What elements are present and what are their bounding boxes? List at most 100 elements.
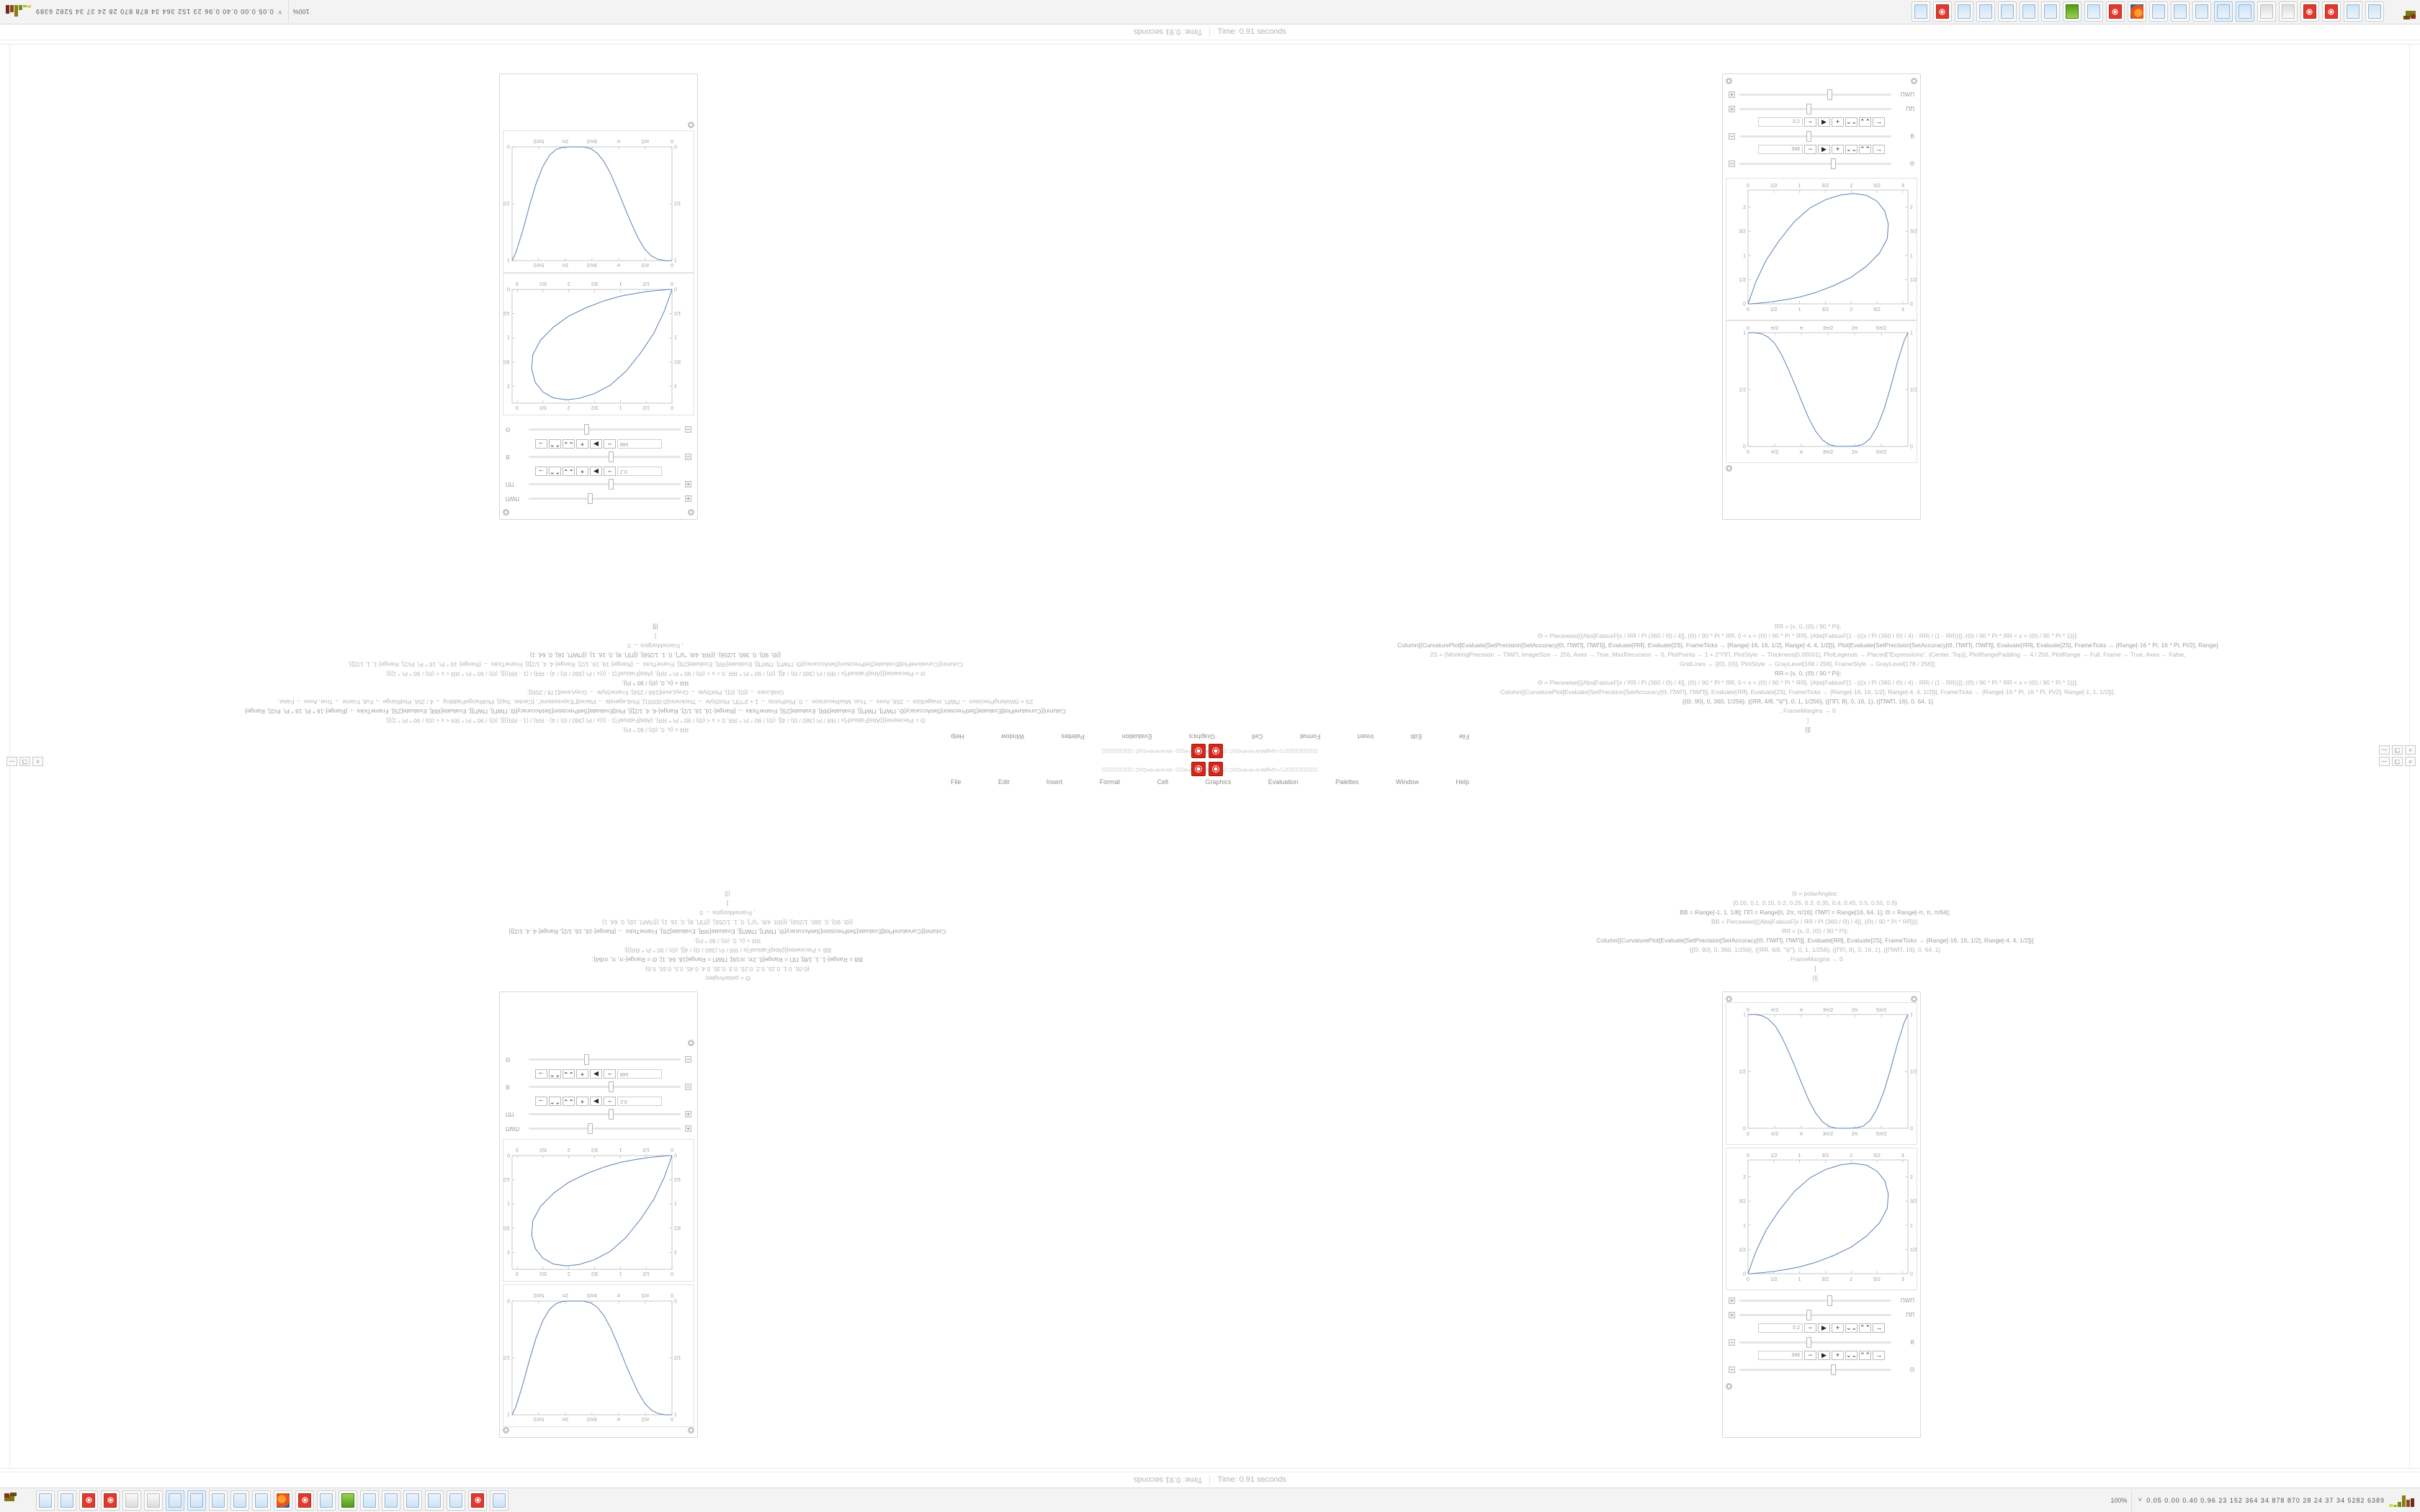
code-line[interactable]: Column[{CurvaturePlot[Evaluate[SetPrecis… <box>1500 688 2115 696</box>
plus-button[interactable]: + <box>1832 117 1844 127</box>
gear-icon-footer[interactable] <box>688 122 694 129</box>
slider-nwn[interactable] <box>529 1123 681 1135</box>
code-line[interactable]: ЯЯ = {x, 0, (Θ) / 90 * Pi}; <box>622 680 689 687</box>
taskbar-item-notebook-7[interactable] <box>2149 1 2168 22</box>
control-row-slider-theta[interactable]: − Θ <box>1729 1364 1914 1375</box>
minimize-icon[interactable]: — <box>2379 757 2390 766</box>
start-button-secondary[interactable] <box>3 1490 29 1511</box>
chevron-double-up-icon[interactable]: ⌃⌃ <box>1859 145 1871 154</box>
control-row-slider-b[interactable]: − Β <box>506 1081 691 1093</box>
plus-button[interactable]: + <box>1832 1323 1844 1333</box>
taskbar-item-notebook-1[interactable] <box>2365 1 2384 22</box>
expand-toggle-icon[interactable]: + <box>1729 91 1735 98</box>
control-row-slider-nn[interactable]: + ΠΠ <box>1729 103 1914 114</box>
slider-theta[interactable] <box>1739 158 1891 169</box>
chevron-double-down-icon[interactable]: ⌄⌄ <box>1845 117 1857 127</box>
manipulate-panel-bottom-left[interactable]: + ΠWΠ + ΠΠ 0.2− ▶ + ⌄⌄ ⌃⌃ → − Β 348− ▶ + ⌄⌄ ⌃⌃ → − Θ 0 0 1/2 1/… <box>1722 73 1921 520</box>
code-line[interactable]: Θ = Piecewise[{{Abs[FabiusF[x / ЯЯ / Pi … <box>385 670 926 678</box>
slider-knob[interactable] <box>584 424 590 436</box>
chevron-double-up-icon[interactable]: ⌃⌃ <box>549 439 561 449</box>
code-block-top-left[interactable]: Θ = polarAngles; {0.05, 0.1, 0.15, 0.2, 0… <box>1455 889 2175 983</box>
taskbar-item-blank[interactable] <box>2257 1 2276 22</box>
slider-knob[interactable] <box>1830 158 1836 169</box>
arrow-right-button[interactable]: → <box>1873 1323 1885 1333</box>
expand-toggle-icon[interactable]: − <box>685 1084 691 1091</box>
manipulate-panel-top-right[interactable]: 0 0 π/2 π/2 π π 3π/2 3π/2 2π 2π 5π/2 5π/2 0 0 1/2 1/2 1 1… <box>499 991 698 1438</box>
code-line[interactable]: GridLines → {{0}, {0}}, PlotStyle → Gray… <box>526 689 784 696</box>
minimize-icon-3[interactable]: — <box>6 757 17 766</box>
minus-button[interactable]: − <box>1804 145 1816 154</box>
minus-button[interactable]: − <box>604 439 616 449</box>
taskbar-item-notebook-5-secondary[interactable] <box>209 1490 228 1511</box>
chevron-double-down-icon[interactable]: ⌄⌄ <box>563 1097 575 1106</box>
taskbar-item-notebook-9-secondary[interactable] <box>360 1490 379 1511</box>
manipulate-controls[interactable]: + ΠWΠ + ΠΠ 0.2− ▶ + ⌄⌄ ⌃⌃ → − Β 348− ▶ + ⌄⌄ ⌃⌃ → − Θ <box>503 1048 694 1139</box>
plus-button[interactable]: + <box>576 439 588 449</box>
taskbar-item-firefox-secondary[interactable] <box>274 1490 292 1511</box>
manipulate-controls[interactable]: + ΠWΠ + ΠΠ 0.2− ▶ + ⌄⌄ ⌃⌃ → − Β 348− ▶ + ⌄⌄ ⌃⌃ → − Θ <box>503 418 694 509</box>
code-line[interactable]: Θ = Piecewise[{{Abs[FabiusF[x / ЯЯ / Pi … <box>1538 632 2078 639</box>
code-line[interactable]: Θ = polarAngles; <box>704 975 750 982</box>
code-line[interactable]: , FrameMargins → 0 <box>699 909 756 917</box>
taskbar-item-firefox[interactable] <box>2128 1 2146 22</box>
expand-toggle-icon[interactable]: − <box>685 454 691 461</box>
tray-chevron-icon[interactable]: ˅ <box>277 8 282 16</box>
control-row-slider-nwn[interactable]: + ΠWΠ <box>506 493 691 505</box>
gear-icon-footer[interactable] <box>1726 464 1732 472</box>
minus-button[interactable]: − <box>1804 1323 1816 1333</box>
control-row-slider-b[interactable]: − Β <box>1729 130 1914 142</box>
code-line[interactable]: Θ = Piecewise[{{Abs[FabiusF[x / ЯЯ / Pi … <box>385 717 926 724</box>
window-controls-b[interactable]: × ❐ — <box>2379 745 2416 755</box>
control-row-slider-nn[interactable]: + ΠΠ <box>506 1109 691 1120</box>
code-line[interactable]: ΒΒ = Piecewise[{{Abs[FabiusF[x / ЯЯ / Pi… <box>1711 918 1919 925</box>
slider-knob[interactable] <box>587 1123 593 1135</box>
plus-icon[interactable] <box>503 1427 509 1434</box>
control-row-slider-nn[interactable]: + ΠΠ <box>1729 1309 1914 1320</box>
stepper-value-field[interactable]: 0.2 <box>617 467 662 476</box>
control-row-slider-nn[interactable]: + ΠΠ <box>506 479 691 490</box>
slider-knob[interactable] <box>1806 130 1811 142</box>
arrow-right-button[interactable]: → <box>1873 145 1885 154</box>
chevron-double-up-icon[interactable]: ⌃⌃ <box>549 1097 561 1106</box>
zoom-level[interactable]: 100% <box>292 8 310 16</box>
slider-knob[interactable] <box>1806 103 1811 114</box>
taskbar-item-notebook-11-secondary[interactable] <box>403 1490 422 1511</box>
expand-toggle-icon[interactable]: − <box>1729 160 1735 167</box>
slider-nwn[interactable] <box>1739 1295 1891 1306</box>
gear-icon[interactable] <box>688 509 694 516</box>
slider-knob[interactable] <box>584 1054 590 1066</box>
taskbar-item-notebook-7-secondary[interactable] <box>252 1490 271 1511</box>
chevron-double-up-icon[interactable]: ⌃⌃ <box>1859 1351 1871 1360</box>
error-badge-2[interactable] <box>1191 762 1206 776</box>
taskbar-item-mathematica-2[interactable] <box>2300 1 2319 22</box>
play-button[interactable]: ▶ <box>1818 145 1830 154</box>
code-line[interactable]: ΒΒ = Piecewise[{{Abs[FabiusF[x / ЯЯ / Pi… <box>624 947 831 954</box>
minus-button[interactable]: − <box>604 467 616 476</box>
restore-icon-2[interactable]: ❐ <box>2392 745 2403 755</box>
taskbar-item-notebook-6-secondary[interactable] <box>230 1490 249 1511</box>
expand-toggle-icon[interactable]: + <box>685 481 691 488</box>
stepper-value-field[interactable]: 0.2 <box>1758 1323 1803 1333</box>
zoom-level-secondary[interactable]: 100% <box>2110 1496 2128 1504</box>
play-button[interactable]: ▶ <box>1818 117 1830 127</box>
plus-button[interactable]: + <box>1832 145 1844 154</box>
taskbar-item-notebook-4[interactable] <box>2214 1 2233 22</box>
taskbar-item-green-app[interactable] <box>2063 1 2081 22</box>
taskbar-item-notebook-10-secondary[interactable] <box>382 1490 400 1511</box>
code-line[interactable]: Column[{CurvaturePlot[Evaluate[SetPrecis… <box>1397 642 2218 649</box>
code-line[interactable]: ] <box>1806 716 1809 724</box>
play-button[interactable]: ▶ <box>1818 1323 1830 1333</box>
taskbar-item-explorer[interactable] <box>2279 1 2298 22</box>
code-line[interactable]: {{Θ, 90}, 0, 360, 1/256}, {{ЯЯ, 4/8, "\|… <box>529 652 781 659</box>
slider-theta[interactable] <box>529 1054 681 1066</box>
minus-button[interactable]: − <box>1804 1351 1816 1360</box>
taskbar-item-notebook-2[interactable] <box>2344 1 2362 22</box>
code-line[interactable]: ЯЯ = {x, 0, (Θ) / 90 * Pi}; <box>1774 623 1842 630</box>
menu-item-palettes-top[interactable]: Palettes <box>1335 778 1359 786</box>
code-line[interactable]: ЯЯ = {x, 0, (Θ) / 90 * Pi}; <box>622 726 689 734</box>
code-line[interactable]: {{Θ, 90}, 0, 360, 1/256}, {{ЯЯ, 4/8, "\|… <box>601 919 853 926</box>
slider-knob[interactable] <box>1806 1309 1811 1320</box>
expand-toggle-icon[interactable]: − <box>1729 1338 1735 1346</box>
chevron-double-down-icon[interactable]: ⌄⌄ <box>1845 1351 1857 1360</box>
error-badge-4[interactable] <box>1191 744 1206 758</box>
